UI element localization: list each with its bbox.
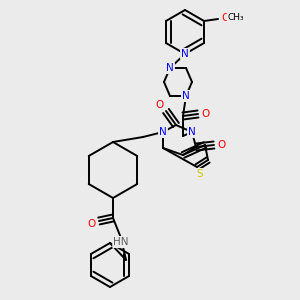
Text: CH₃: CH₃ [228, 14, 244, 22]
Text: N: N [182, 91, 190, 101]
Text: N: N [181, 49, 189, 59]
Text: O: O [202, 109, 210, 119]
Text: N: N [159, 127, 167, 137]
Text: S: S [197, 169, 203, 179]
Text: N: N [188, 127, 196, 137]
Text: O: O [218, 140, 226, 150]
Text: O: O [221, 13, 229, 23]
Text: N: N [166, 63, 174, 73]
Text: HN: HN [113, 237, 129, 247]
Text: O: O [155, 100, 163, 110]
Text: O: O [87, 219, 95, 229]
